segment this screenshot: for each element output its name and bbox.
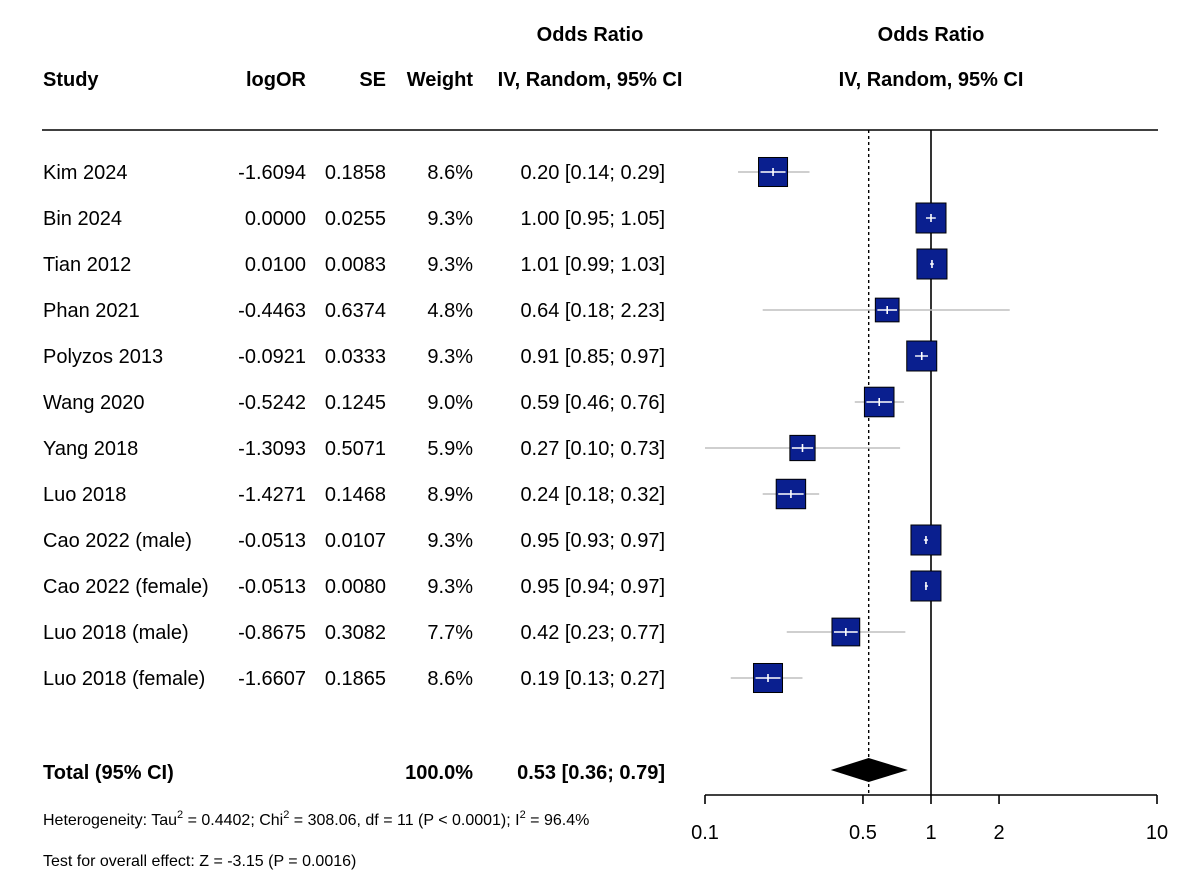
study-se: 0.0255 <box>325 208 386 230</box>
study-se: 0.1468 <box>325 484 386 506</box>
x-tick-label: 1 <box>925 822 936 844</box>
x-tick-label: 2 <box>993 822 1004 844</box>
study-ci: 0.42 [0.23; 0.77] <box>520 622 665 644</box>
study-weight: 9.3% <box>427 530 473 552</box>
study-ci: 1.00 [0.95; 1.05] <box>520 208 665 230</box>
heterogeneity-text: Heterogeneity: Tau2 = 0.4402; Chi2 = 308… <box>43 809 589 829</box>
study-weight: 8.9% <box>427 484 473 506</box>
pooled-diamond <box>830 758 908 782</box>
study-weight: 9.0% <box>427 392 473 414</box>
header-odds-ratio-title: Odds Ratio <box>537 24 644 46</box>
study-logor: -0.8675 <box>238 622 306 644</box>
study-se: 0.0107 <box>325 530 386 552</box>
study-logor: -0.0921 <box>238 346 306 368</box>
study-logor: 0.0000 <box>245 208 306 230</box>
total-ci: 0.53 [0.36; 0.79] <box>517 762 665 784</box>
study-logor: -1.6094 <box>238 162 306 184</box>
study-ci: 0.19 [0.13; 0.27] <box>520 668 665 690</box>
study-name: Cao 2022 (male) <box>43 530 192 552</box>
header-odds-ratio-method: IV, Random, 95% CI <box>498 69 683 91</box>
study-weight: 9.3% <box>427 254 473 276</box>
study-se: 0.3082 <box>325 622 386 644</box>
study-se: 0.1245 <box>325 392 386 414</box>
study-se: 0.1865 <box>325 668 386 690</box>
study-se: 0.5071 <box>325 438 386 460</box>
study-ci: 0.20 [0.14; 0.29] <box>520 162 665 184</box>
study-weight: 5.9% <box>427 438 473 460</box>
study-name: Luo 2018 (female) <box>43 668 205 690</box>
study-logor: -1.6607 <box>238 668 306 690</box>
study-name: Tian 2012 <box>43 254 131 276</box>
total-weight: 100.0% <box>405 762 473 784</box>
study-se: 0.0080 <box>325 576 386 598</box>
study-logor: -0.0513 <box>238 576 306 598</box>
study-name: Luo 2018 <box>43 484 126 506</box>
study-se: 0.1858 <box>325 162 386 184</box>
study-name: Bin 2024 <box>43 208 122 230</box>
overall-effect-text: Test for overall effect: Z = -3.15 (P = … <box>43 853 356 870</box>
study-weight: 9.3% <box>427 346 473 368</box>
study-name: Phan 2021 <box>43 300 140 322</box>
study-ci: 0.95 [0.94; 0.97] <box>520 576 665 598</box>
x-tick-label: 0.5 <box>849 822 877 844</box>
forest-marks: 0.1 0.5 1 2 10 <box>691 130 1168 844</box>
study-ci: 0.59 [0.46; 0.76] <box>520 392 665 414</box>
study-ci: 0.95 [0.93; 0.97] <box>520 530 665 552</box>
study-ci: 0.27 [0.10; 0.73] <box>520 438 665 460</box>
study-ci: 0.64 [0.18; 2.23] <box>520 300 665 322</box>
study-table: Kim 2024 -1.6094 0.1858 8.6% 0.20 [0.14; 0.2… <box>43 162 665 690</box>
study-name: Yang 2018 <box>43 438 138 460</box>
study-weight: 8.6% <box>427 668 473 690</box>
study-ci: 1.01 [0.99; 1.03] <box>520 254 665 276</box>
study-ci: 0.91 [0.85; 0.97] <box>520 346 665 368</box>
study-se: 0.0083 <box>325 254 386 276</box>
study-weight: 9.3% <box>427 208 473 230</box>
plot-header-method: IV, Random, 95% CI <box>839 69 1024 91</box>
study-name: Polyzos 2013 <box>43 346 163 368</box>
study-ci: 0.24 [0.18; 0.32] <box>520 484 665 506</box>
header-weight: Weight <box>407 69 474 91</box>
x-tick-label: 0.1 <box>691 822 719 844</box>
study-logor: -0.4463 <box>238 300 306 322</box>
header-se: SE <box>359 69 386 91</box>
header-logor: logOR <box>246 69 307 91</box>
study-se: 0.6374 <box>325 300 386 322</box>
study-weight: 8.6% <box>427 162 473 184</box>
study-name: Kim 2024 <box>43 162 128 184</box>
study-weight: 4.8% <box>427 300 473 322</box>
study-logor: -1.4271 <box>238 484 306 506</box>
plot-header-title: Odds Ratio <box>878 24 985 46</box>
study-weight: 9.3% <box>427 576 473 598</box>
study-se: 0.0333 <box>325 346 386 368</box>
study-logor: -0.0513 <box>238 530 306 552</box>
study-logor: -1.3093 <box>238 438 306 460</box>
study-logor: -0.5242 <box>238 392 306 414</box>
study-name: Luo 2018 (male) <box>43 622 189 644</box>
x-tick-label: 10 <box>1146 822 1168 844</box>
study-name: Cao 2022 (female) <box>43 576 209 598</box>
header-study: Study <box>43 69 99 91</box>
study-logor: 0.0100 <box>245 254 306 276</box>
study-weight: 7.7% <box>427 622 473 644</box>
study-name: Wang 2020 <box>43 392 145 414</box>
total-label: Total (95% CI) <box>43 762 174 784</box>
